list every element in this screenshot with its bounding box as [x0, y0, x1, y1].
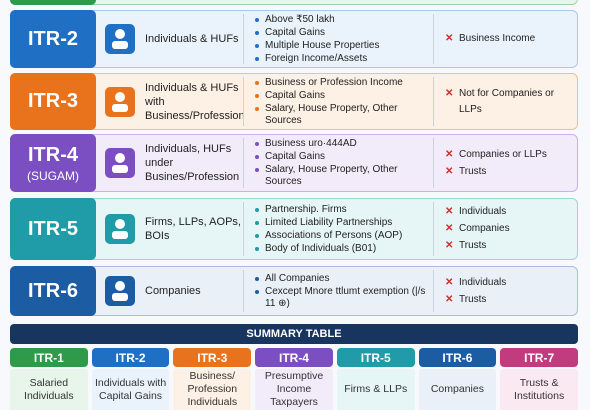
form-label: ITR-2 — [10, 10, 96, 68]
summary-header: ITR-3 — [173, 348, 252, 367]
not-for-item: Trusts — [445, 164, 575, 180]
who: Individuals, HUFs under Busines/Professi… — [145, 143, 240, 183]
item: Salary, House Property, Other Sources — [253, 164, 431, 188]
items: Business or Profession Income Capital Gai… — [253, 73, 431, 130]
divider — [243, 202, 244, 256]
summary-cell: Presumptive Income Taxpayers — [255, 369, 333, 410]
item: All Companies — [253, 273, 431, 285]
item: Body of Individuals (B01) — [253, 243, 431, 255]
not-for-item: Trusts — [445, 292, 575, 308]
form-label: ITR-5 — [10, 198, 96, 260]
not-for-item: Trusts — [445, 238, 575, 254]
divider — [433, 270, 434, 312]
who: Companies — [145, 285, 201, 297]
not-for: IndividualsTrusts — [445, 266, 575, 316]
not-for: IndividualsCompaniesTrusts — [445, 198, 575, 260]
divider — [243, 270, 244, 312]
form-sub: (SUGAM) — [27, 168, 79, 183]
not-for-item: Not for Companies or LLPs — [445, 86, 575, 118]
summary-header: ITR-6 — [418, 348, 497, 367]
summary-cell: Salaried Individuals — [10, 369, 88, 410]
item: Limited Liability Partnerships — [253, 217, 431, 229]
summary-header: ITR-7 — [500, 348, 578, 367]
who: Individuals & HUFs — [145, 33, 239, 45]
item: Business uro·444AD — [253, 138, 431, 150]
summary-title: SUMMARY TABLE — [10, 324, 578, 344]
not-for-item: Individuals — [445, 204, 575, 220]
not-for: Business Income — [445, 10, 575, 68]
not-for-item: Individuals — [445, 275, 575, 291]
form-label: ITR-4 (SUGAM) — [10, 134, 96, 192]
summary-header: ITR-4 — [255, 348, 333, 367]
form-name: ITR-3 — [28, 90, 78, 112]
item: Above ₹50 lakh — [253, 14, 431, 26]
item: Business or Profession Income — [253, 77, 431, 89]
icon-glyph — [112, 91, 128, 112]
item: Capital Gains — [253, 27, 431, 39]
divider — [243, 14, 244, 64]
form-label: ITR-3 — [10, 73, 96, 130]
cut-label — [10, 0, 96, 5]
item: Foreign Income/Assets — [253, 53, 431, 65]
items: Partnership. Firms Limited Liability Part… — [253, 198, 431, 260]
not-for-item: Companies — [445, 221, 575, 237]
not-for-item: Business Income — [445, 31, 575, 47]
form-name: ITR-4 — [28, 143, 78, 166]
who: Individuals & HUFs with Business/Profess… — [145, 81, 245, 122]
icon-glyph — [112, 153, 128, 173]
summary-cell: Firms & LLPs — [336, 369, 415, 410]
summary-header: ITR-2 — [91, 348, 170, 367]
form-name: ITR-5 — [28, 217, 78, 240]
icon — [105, 148, 135, 178]
icon-glyph — [112, 281, 128, 301]
icon — [105, 276, 135, 306]
summary-cell: Companies — [418, 369, 497, 410]
divider — [433, 202, 434, 256]
divider — [243, 138, 244, 188]
items: All Companies Cexcept Mnore ttlumt exempt… — [253, 266, 431, 316]
icon-glyph — [112, 219, 128, 239]
icon — [105, 214, 135, 244]
divider — [433, 14, 434, 64]
summary-cell: Business/ Profession Individuals — [173, 369, 252, 410]
icon-glyph — [112, 29, 128, 49]
divider — [243, 77, 244, 126]
item: Capital Gains — [253, 151, 431, 163]
summary-header: ITR-1 — [10, 348, 88, 367]
summary-cell: Trusts & Institutions — [500, 369, 578, 410]
item: Multiple House Properties — [253, 40, 431, 52]
summary-cell: Individuals with Capital Gains — [91, 369, 170, 410]
item: Capital Gains — [253, 90, 431, 102]
divider — [433, 138, 434, 188]
summary-header: ITR-5 — [336, 348, 415, 367]
items: Above ₹50 lakh Capital Gains Multiple Hous… — [253, 10, 431, 68]
item: Partnership. Firms — [253, 204, 431, 216]
form-label: ITR-6 — [10, 266, 96, 316]
not-for: Companies or LLPsTrusts — [445, 134, 575, 192]
form-name: ITR-2 — [28, 27, 78, 50]
icon — [105, 86, 135, 117]
item: Associations of Persons (AOP) — [253, 230, 431, 242]
icon — [105, 24, 135, 54]
not-for-item: Companies or LLPs — [445, 147, 575, 163]
not-for: Not for Companies or LLPs — [445, 73, 575, 130]
divider — [433, 77, 434, 126]
item: Salary, House Property, Other Sources — [253, 103, 431, 127]
who: Firms, LLPs, AOPs, BOIs — [145, 216, 241, 242]
item: Cexcept Mnore ttlumt exemption (|/s 11 ⊕… — [253, 286, 431, 310]
form-name: ITR-6 — [28, 279, 78, 302]
items: Business uro·444AD Capital Gains Salary, H… — [253, 134, 431, 192]
